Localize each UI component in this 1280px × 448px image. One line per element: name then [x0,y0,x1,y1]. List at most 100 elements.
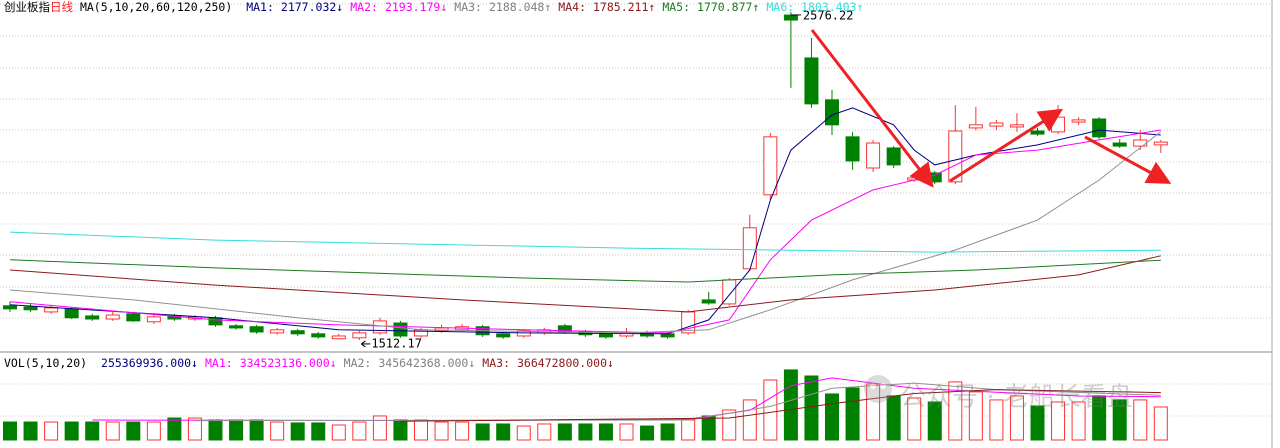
volume-bar [290,422,305,441]
volume-bar [126,421,141,441]
arrow [810,29,934,188]
volume-bar [311,422,326,441]
high-label: 2576.22 [803,8,854,22]
legend-value: 1770.877 [697,0,753,14]
candle-body [496,333,511,338]
volume-bar [619,423,634,441]
indicator: MA(5,10,20,60,120,250) [79,0,233,14]
legend-trend: ↑ [752,0,760,14]
legend-trend: ↓ [607,356,614,370]
volume-bar [85,421,100,441]
volume-bar [105,421,120,441]
ma-line [9,131,1162,334]
volume-bar [825,393,839,441]
volume-bar [1051,401,1066,441]
volume-bar [1153,406,1168,441]
legend-name: MA2: [350,0,378,14]
volume-bar [804,375,819,441]
volume-bar [598,423,613,441]
volume-bar [23,421,38,441]
legend-trend: ↓ [468,356,476,370]
volume-bar [763,379,778,441]
volume-bar [270,421,285,441]
candle-body [64,308,79,319]
candle-body [85,315,100,320]
volume-header: VOL(5,10,20) 255369936.000↓ MA1: 334523136… [4,356,614,370]
legend-value: 2193.179 [384,0,441,14]
watermark-text: 公众号 · 老船长看盘 [900,383,1133,413]
volume-bar [1133,399,1148,441]
volume-bar [496,423,511,441]
volume-bar [660,423,675,441]
legend-trend: ↑ [648,0,656,14]
volume-bar [455,421,470,441]
volume-bar [845,387,860,441]
volume-bar [1030,405,1045,441]
volume-bar [907,397,922,441]
candle-body [146,316,161,323]
volume-bar [146,421,161,441]
candle-body [701,299,716,304]
ma-line [9,231,1161,253]
candle-body [968,124,983,129]
candle-body [23,306,38,311]
candle-body [804,57,819,105]
volume-bar [372,415,387,441]
candle-body [989,122,1004,127]
period: 日线 [50,0,73,14]
volume-bar [1009,395,1024,441]
legend-name: MA3: [482,356,510,370]
candle-body [948,130,963,183]
legend-name: MA1: [204,356,233,370]
volume-bar [44,421,59,441]
volume-bar [989,399,1004,441]
ma-line [9,255,1161,313]
legend-trend: ↓ [329,356,337,370]
volume-bar [1071,401,1086,441]
legend-trend: ↓ [191,356,198,370]
legend-name: MA6: [766,0,795,14]
volume-bar [434,421,449,441]
candle-body [1153,141,1168,146]
ma-line [9,129,1161,334]
volume-bar [722,409,737,441]
volume-bar [1112,399,1127,441]
volume-bar [64,421,79,441]
volume-bar [352,421,367,441]
candle-body [1112,142,1127,147]
annotation-arrows [810,29,1172,188]
legend-name: MA4: [558,0,586,14]
candle-body [105,314,120,320]
volume-bar [927,401,942,441]
candle-body [249,326,264,333]
legend-value: 1803.403 [801,0,857,14]
candle-body [331,335,346,340]
volume-bar [475,423,490,441]
candle-body [866,142,881,169]
legend-value: 2177.032 [280,0,337,14]
symbol: 创业板指 [4,0,50,14]
candle-body [229,325,244,329]
candle-body [845,136,860,162]
legend-trend: ↓ [440,0,448,14]
ma-line [9,259,1161,283]
price-header: 创业板指日线 MA(5,10,20,60,120,250) MA1: 2177.0… [4,0,863,14]
candle-body [44,307,59,313]
ma-line [9,107,1161,335]
volume-bar [948,381,963,441]
volume-bar [3,421,17,441]
volume-bar [229,419,244,441]
candle-body [1133,139,1148,147]
candle-body [126,313,141,322]
volume-bar [578,423,593,441]
legend-name: MA2: [343,356,372,370]
volume-bar [208,419,223,441]
legend-value: 1785.211 [593,0,649,14]
volume-bar [640,425,655,441]
candle-body [825,99,839,126]
watermark: 公众号 · 老船长看盘 [864,375,1133,413]
legend-value: 366472800.000 [517,356,608,370]
legend-trend: ↓ [336,0,344,14]
